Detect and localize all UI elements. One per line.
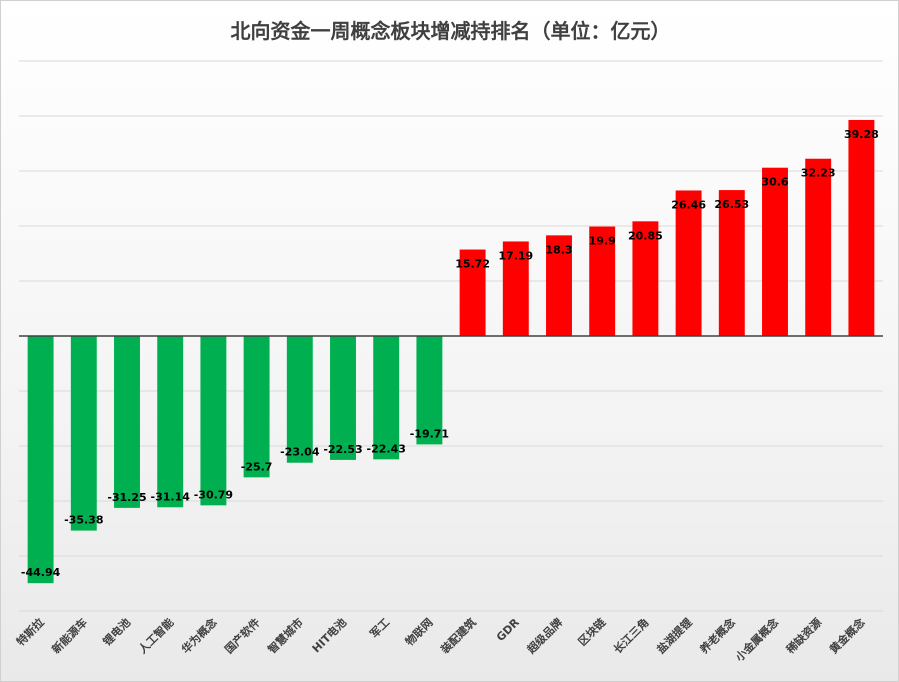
data-label: -35.38 [64,514,103,527]
category-labels: 特斯拉 新能源车 锂电池 人工智能 华为概念 国产软件 智慧城市 HIT电池 军工 物联网 装配建筑… [13,615,868,665]
category-label: 区块链 [575,615,609,649]
data-label: -44.94 [21,566,61,579]
bar [459,249,486,336]
data-label: -22.53 [323,443,362,456]
data-label: 17.19 [498,249,533,262]
data-label: 15.72 [455,258,490,271]
bar [718,190,745,336]
category-label: 稀缺资源 [783,615,824,656]
bar [762,167,788,336]
data-label: 26.53 [714,198,749,211]
bar [114,336,140,508]
category-label: 盐湖提锂 [654,615,695,656]
bar [632,221,659,336]
category-label: 养老概念 [696,615,738,657]
category-label: 人工智能 [135,615,176,656]
data-label: -23.04 [280,446,320,459]
data-label: -22.43 [367,442,406,455]
data-label: -31.25 [107,491,146,504]
bars [27,119,875,584]
bar [373,336,400,460]
bar [546,235,572,336]
bar [27,336,54,584]
category-label: 智慧城市 [265,615,306,656]
bar [243,336,270,478]
bar [157,336,184,508]
data-label: -19.71 [410,427,449,440]
category-label: 特斯拉 [13,615,46,648]
category-label: 黄金概念 [827,615,869,657]
chart-title: 北向资金一周概念板块增减持排名（单位：亿元） [230,19,671,43]
category-label: 华为概念 [179,615,221,657]
data-label: 19.9 [589,235,616,248]
data-label: 26.46 [671,198,706,211]
data-label: 32.23 [801,167,836,180]
data-label: -25.7 [241,460,273,473]
category-label: 军工 [368,616,393,641]
bar [675,190,702,336]
bar [589,226,616,336]
data-label: 18.3 [545,243,572,256]
bar [200,336,227,506]
bar [330,336,356,460]
bar [70,336,97,531]
category-label: HIT电池 [309,615,349,655]
category-label: 新能源车 [49,615,90,656]
category-label: 锂电池 [100,615,133,648]
category-label: 国产软件 [222,615,263,656]
category-label: 超级品牌 [523,615,565,657]
bar [848,119,875,337]
bar [502,241,529,336]
category-label: 小金属概念 [732,615,782,665]
data-label: -31.14 [151,490,191,503]
data-label: 39.28 [844,128,879,141]
data-labels: -44.94 -35.38 -31.25 -31.14 -30.79 -25.7 -23.0… [21,128,879,579]
bar [286,336,313,463]
bar [805,158,832,336]
category-label: 长江三角 [611,615,652,656]
bar [416,336,443,445]
category-label: GDR [494,616,522,644]
category-label: 物联网 [402,615,435,648]
data-label: 30.6 [761,176,788,189]
data-label: 20.85 [628,229,663,242]
category-label: 装配建筑 [437,615,479,657]
data-label: -30.79 [194,488,233,501]
